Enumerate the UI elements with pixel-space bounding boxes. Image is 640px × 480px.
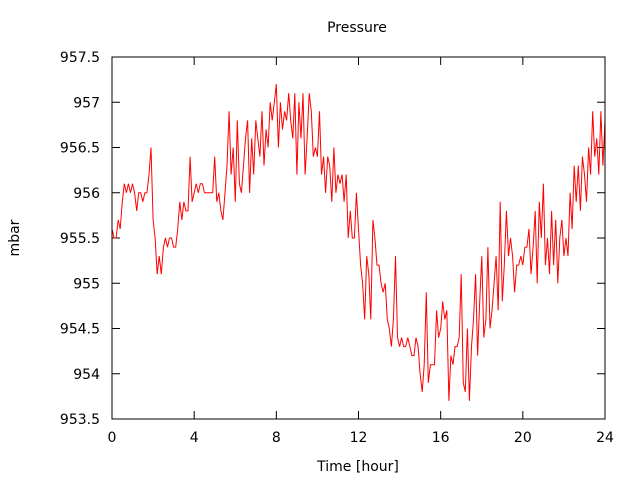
chart-title: Pressure: [327, 20, 387, 36]
x-tick-label: 24: [596, 430, 614, 446]
y-tick-label: 954.5: [60, 322, 100, 338]
y-tick-label: 957: [73, 95, 100, 111]
y-tick-label: 953.5: [60, 412, 100, 428]
series-layer: [111, 84, 606, 401]
x-tick-label: 8: [272, 430, 281, 446]
x-tick-label: 0: [108, 430, 117, 446]
x-tick-label: 12: [350, 430, 368, 446]
plot-frame: [111, 56, 606, 420]
y-tick-label: 954: [73, 367, 100, 383]
y-tick-label: 956.5: [60, 141, 100, 157]
y-tick-label: 955: [73, 276, 100, 292]
y-tick-label: 957.5: [60, 50, 100, 66]
x-tick-label: 16: [432, 430, 450, 446]
axis-ticks: 0 4 8 12 16 20 24 953.5 954 954.5 955 955.5 956 956.5…: [60, 50, 614, 446]
x-tick-label: 20: [514, 430, 532, 446]
y-axis-label: mbar: [7, 219, 23, 256]
x-tick-label: 4: [190, 430, 199, 446]
x-axis-label: Time [hour]: [316, 459, 399, 475]
y-tick-label: 955.5: [60, 231, 100, 247]
y-tick-label: 956: [73, 186, 100, 202]
pressure-series-line: [111, 84, 606, 401]
